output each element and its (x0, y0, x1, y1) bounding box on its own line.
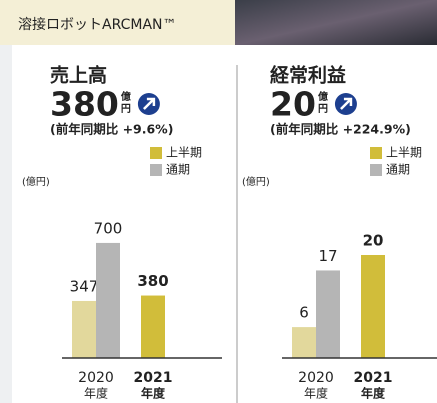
change-label: (前年同期比 +224.9%) (270, 122, 411, 137)
x-tick-label: 2020 (78, 370, 114, 386)
chart-title: 経常利益 (270, 64, 346, 87)
up-icon-arrow (143, 97, 156, 110)
headline-unit: 億 (318, 90, 328, 103)
bar (292, 327, 316, 358)
value-label: 6 (299, 304, 309, 322)
header-title: 溶接ロボットARCMAN™ (18, 16, 177, 33)
unit-label: (億円) (22, 175, 50, 188)
legend-swatch (370, 164, 382, 176)
bar (316, 270, 340, 358)
legend-swatch (150, 147, 162, 159)
value-label: 380 (137, 272, 168, 290)
legend-swatch (370, 147, 382, 159)
legend-label: 通期 (386, 163, 410, 177)
headline-unit: 円 (318, 103, 328, 115)
x-tick-label: 2021 (354, 370, 393, 386)
x-tick-label: 2021 (134, 370, 173, 386)
bar (96, 242, 120, 358)
x-tick-label: 2020 (298, 370, 334, 386)
value-label: 17 (318, 247, 337, 265)
bar (361, 254, 385, 358)
legend-label: 上半期 (386, 146, 422, 160)
header-box (0, 0, 235, 45)
headline-unit: 円 (121, 103, 131, 115)
value-label: 347 (70, 277, 99, 295)
legend-label: 上半期 (166, 146, 202, 160)
unit-label: (億円) (242, 175, 270, 188)
chart-title: 売上高 (50, 64, 107, 87)
header-photo (235, 0, 437, 45)
value-label: 20 (363, 231, 384, 249)
x-tick-label: 年度 (304, 386, 328, 401)
x-tick-label: 年度 (361, 386, 386, 401)
legend-label: 通期 (166, 163, 190, 177)
bar (141, 295, 165, 358)
headline-value: 20 (270, 85, 316, 124)
bar (72, 300, 96, 358)
headline-unit: 億 (121, 90, 131, 103)
value-label: 700 (94, 219, 123, 237)
change-label: (前年同期比 +9.6%) (50, 122, 173, 137)
x-tick-label: 年度 (141, 386, 166, 401)
x-tick-label: 年度 (84, 386, 108, 401)
headline-value: 380 (50, 85, 119, 124)
up-icon-arrow (340, 97, 353, 110)
legend-swatch (150, 164, 162, 176)
